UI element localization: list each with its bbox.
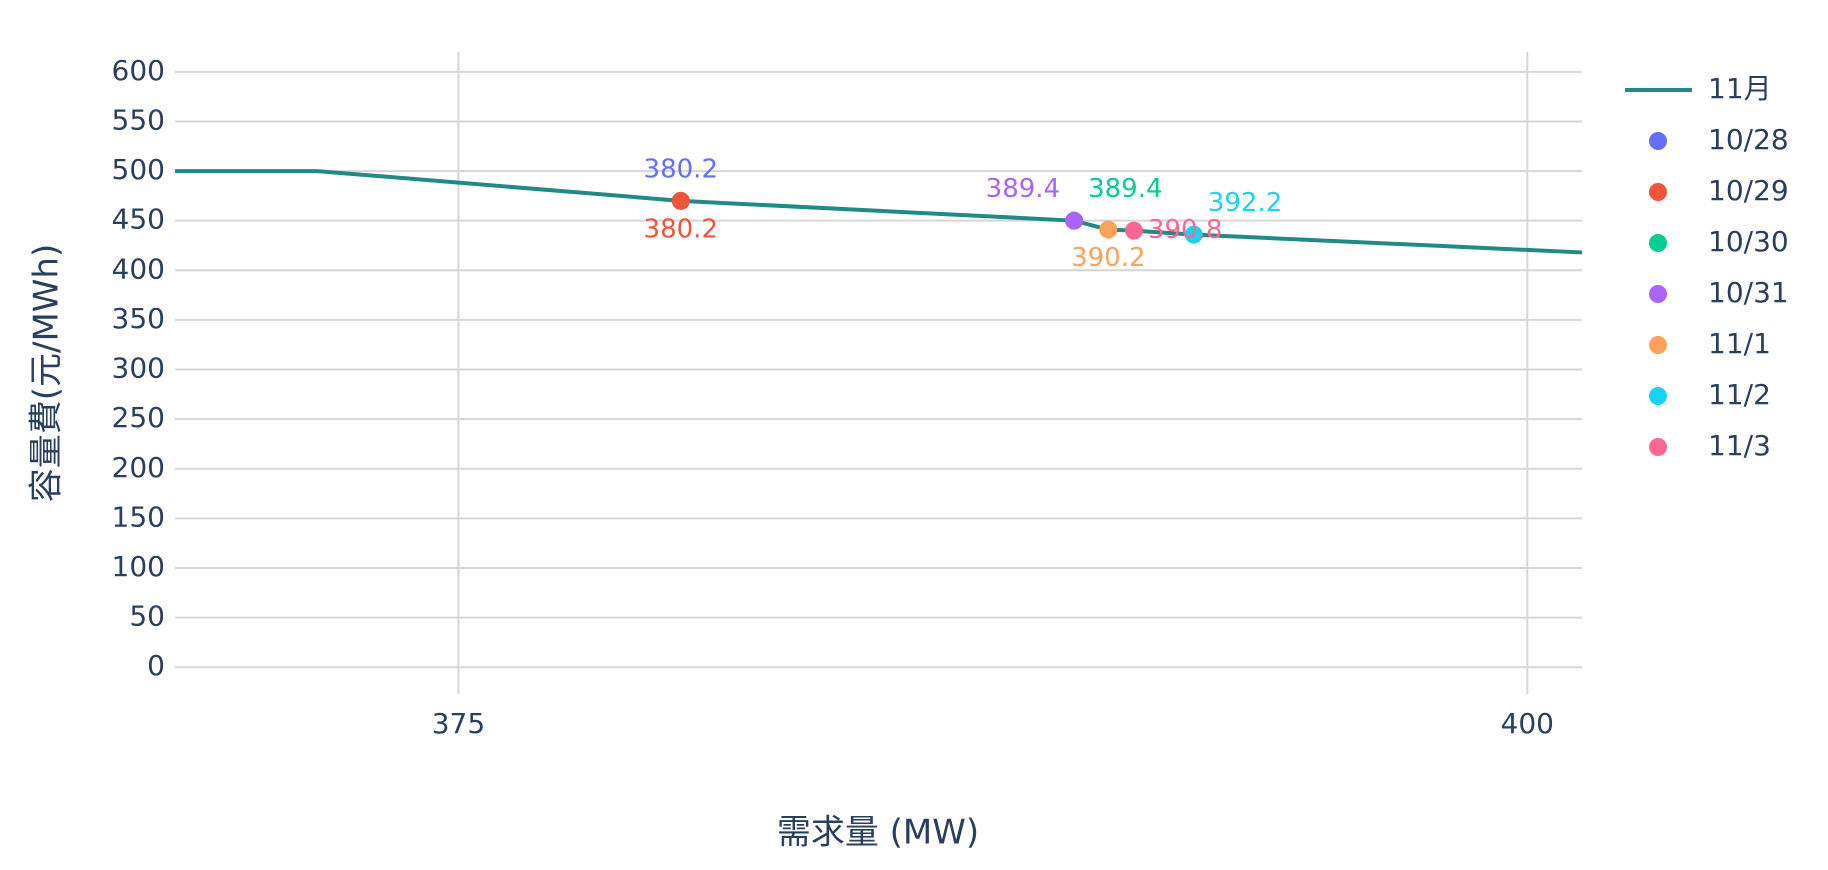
legend-label: 10/29 [1708,174,1789,207]
legend-label: 11/2 [1708,378,1771,411]
point [1124,221,1143,240]
legend-label: 11/1 [1708,327,1771,360]
y-tick-label: 400 [112,252,165,285]
x-axis-title: 需求量 (MW) [777,813,979,853]
legend-swatch [1649,387,1667,405]
y-axis-title: 容量費(元/MWh) [27,244,67,503]
y-tick-label: 0 [147,649,165,682]
data-label: 389.4 [986,174,1060,204]
line [175,169,1583,255]
y-tick-label: 150 [112,500,165,533]
legend-swatch [1649,285,1667,303]
data-label: 380.2 [644,154,718,184]
y-tick-label: 200 [112,451,165,484]
legend-swatch [1649,132,1667,150]
data-label: 380.2 [644,214,718,244]
data-label: 390.8 [1148,215,1222,245]
point [1065,211,1084,230]
y-tick-label: 250 [112,401,165,434]
legend-label: 10/28 [1708,123,1789,156]
point [1099,220,1118,239]
y-tick-label: 500 [112,153,165,186]
x-tick-label: 375 [432,707,485,740]
y-tick-label: 550 [112,103,165,136]
point [671,191,690,210]
y-tick-label: 350 [112,302,165,335]
legend-label: 11月 [1708,72,1772,105]
legend-swatch [1649,336,1667,354]
point [1184,225,1203,244]
data-label: 389.4 [1088,174,1162,204]
legend-swatch [1649,234,1667,252]
y-tick-label: 600 [112,54,165,87]
legend-label: 11/3 [1708,429,1771,462]
legend-swatch [1649,183,1667,201]
y-tick-label: 50 [129,600,165,633]
legend-label: 10/30 [1708,225,1789,258]
legend-swatch [1649,438,1667,456]
data-label: 390.2 [1071,243,1145,273]
data-label: 392.2 [1208,188,1282,218]
y-tick-label: 450 [112,203,165,236]
legend-label: 10/31 [1708,276,1789,309]
y-tick-label: 100 [112,550,165,583]
x-tick-label: 400 [1501,707,1554,740]
y-tick-label: 300 [112,352,165,385]
